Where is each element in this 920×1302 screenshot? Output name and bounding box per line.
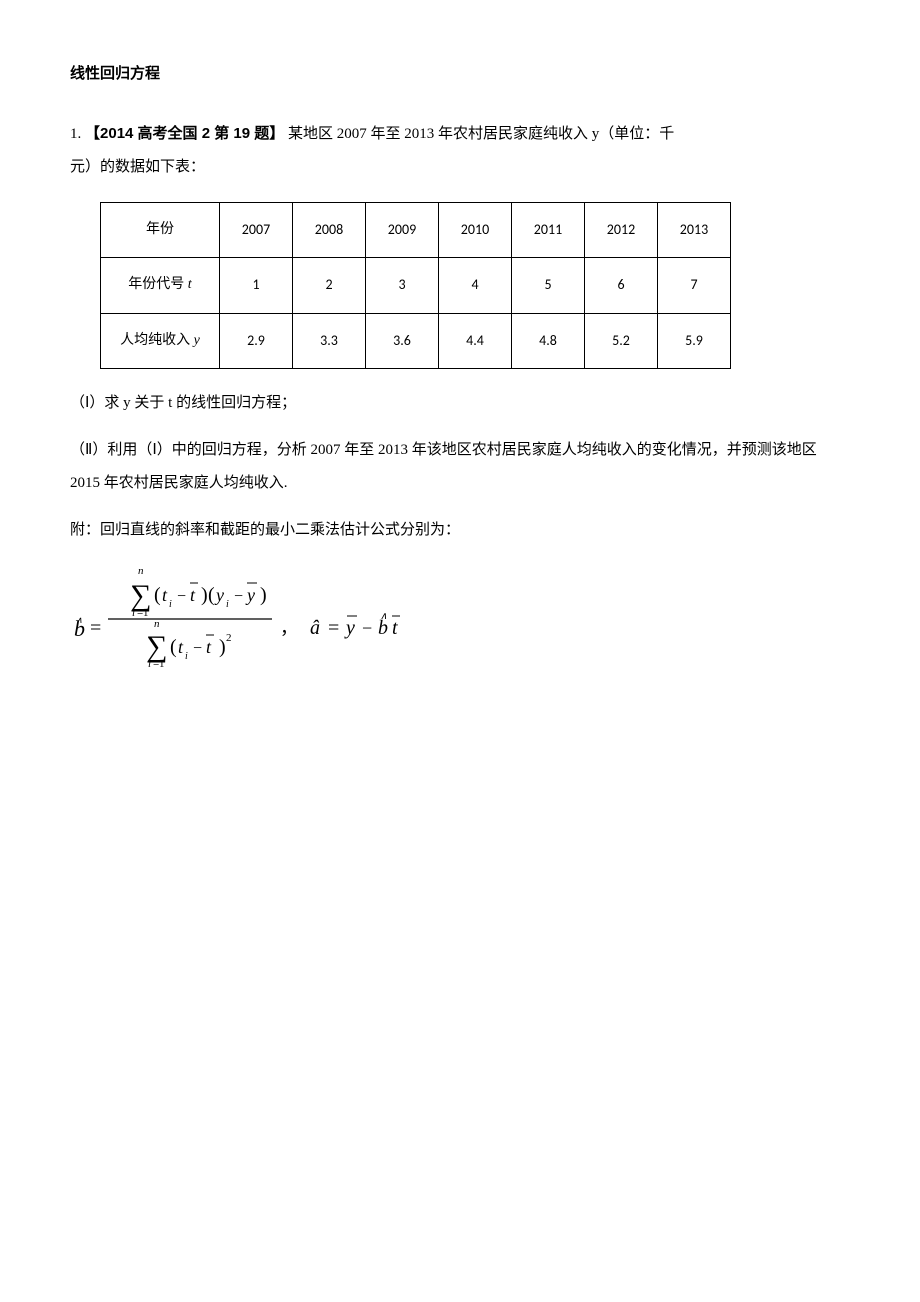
- table-cell: 2010: [439, 202, 512, 258]
- svg-text:=: =: [90, 617, 101, 639]
- svg-text:y: y: [344, 617, 355, 639]
- table-cell: 1: [220, 258, 293, 314]
- table-cell: 2013: [658, 202, 731, 258]
- problem-text-2: 元）的数据如下表：: [70, 159, 205, 175]
- svg-text:i: i: [148, 658, 151, 670]
- row-label: 人均纯收入 y: [101, 313, 220, 369]
- svg-text:1: 1: [159, 658, 165, 670]
- table-cell: 3: [366, 258, 439, 314]
- part-2: （Ⅱ）利用（Ⅰ）中的回归方程，分析 2007 年至 2013 年该地区农村居民家…: [70, 434, 850, 500]
- svg-text:(: (: [170, 636, 177, 658]
- problem-source-prefix: 【: [85, 125, 100, 142]
- svg-text:i: i: [185, 651, 188, 662]
- table-row: 人均纯收入 y 2.9 3.3 3.6 4.4 4.8 5.2 5.9: [101, 313, 731, 369]
- problem-number: 1.: [70, 126, 81, 142]
- svg-text:n: n: [154, 618, 160, 630]
- table-row: 年份代号 t 1 2 3 4 5 6 7: [101, 258, 731, 314]
- table-cell: 2008: [293, 202, 366, 258]
- svg-text:n: n: [138, 565, 144, 577]
- table-cell: 2.9: [220, 313, 293, 369]
- table-row: 年份 2007 2008 2009 2010 2011 2012 2013: [101, 202, 731, 258]
- svg-text:t: t: [190, 585, 196, 605]
- table-cell: 4.4: [439, 313, 512, 369]
- svg-text:b: b: [74, 616, 85, 641]
- table-cell: 2: [293, 258, 366, 314]
- svg-text:−: −: [177, 588, 186, 605]
- table-cell: 6: [585, 258, 658, 314]
- data-table: 年份 2007 2008 2009 2010 2011 2012 2013 年份…: [100, 202, 731, 370]
- svg-text:1: 1: [143, 607, 149, 619]
- regression-formula: ∧ b = ∑ n i = 1 ( t i − t ) ( y i − y ) …: [70, 561, 850, 671]
- svg-text:2: 2: [226, 632, 232, 644]
- table-cell: 3.3: [293, 313, 366, 369]
- svg-text:i: i: [169, 599, 172, 610]
- svg-text:t: t: [206, 637, 212, 657]
- table-cell: 2009: [366, 202, 439, 258]
- svg-text:â: â: [310, 617, 320, 639]
- formula-svg: ∧ b = ∑ n i = 1 ( t i − t ) ( y i − y ) …: [74, 561, 434, 671]
- svg-text:i: i: [226, 599, 229, 610]
- row-label: 年份代号 t: [101, 258, 220, 314]
- svg-text:，: ，: [280, 618, 298, 638]
- svg-text:(: (: [154, 584, 161, 606]
- problem-source-suffix: 】: [269, 125, 284, 142]
- svg-text:y: y: [214, 585, 224, 605]
- svg-text:−: −: [362, 618, 372, 638]
- part-1: （Ⅰ）求 y 关于 t 的线性回归方程；: [70, 387, 850, 420]
- svg-text:y: y: [245, 585, 255, 605]
- appendix: 附：回归直线的斜率和截距的最小二乘法估计公式分别为：: [70, 514, 850, 547]
- svg-text:): ): [201, 584, 208, 606]
- svg-text:): ): [260, 584, 267, 606]
- svg-text:t: t: [392, 617, 398, 639]
- problem-text-1: 某地区 2007 年至 2013 年农村居民家庭纯收入 y（单位：千: [288, 126, 674, 142]
- table-cell: 2011: [512, 202, 585, 258]
- svg-text:b: b: [378, 617, 388, 639]
- table-cell: 5: [512, 258, 585, 314]
- svg-text:i: i: [132, 607, 135, 619]
- table-cell: 5.2: [585, 313, 658, 369]
- table-cell: 3.6: [366, 313, 439, 369]
- table-cell: 2012: [585, 202, 658, 258]
- table-cell: 2007: [220, 202, 293, 258]
- svg-text:(: (: [208, 584, 215, 606]
- svg-text:−: −: [193, 640, 202, 657]
- svg-text:): ): [219, 636, 226, 658]
- svg-text:t: t: [178, 637, 184, 657]
- svg-text:=: =: [328, 617, 339, 639]
- problem-intro: 1. 【2014 高考全国 2 第 19 题】 某地区 2007 年至 2013…: [70, 117, 850, 184]
- table-cell: 4: [439, 258, 512, 314]
- table-cell: 7: [658, 258, 731, 314]
- table-cell: 4.8: [512, 313, 585, 369]
- row-label: 年份: [101, 202, 220, 258]
- svg-text:t: t: [162, 585, 168, 605]
- problem-source: 2014 高考全国 2 第 19 题: [100, 125, 269, 142]
- svg-text:−: −: [234, 588, 243, 605]
- table-cell: 5.9: [658, 313, 731, 369]
- section-title: 线性回归方程: [70, 60, 850, 89]
